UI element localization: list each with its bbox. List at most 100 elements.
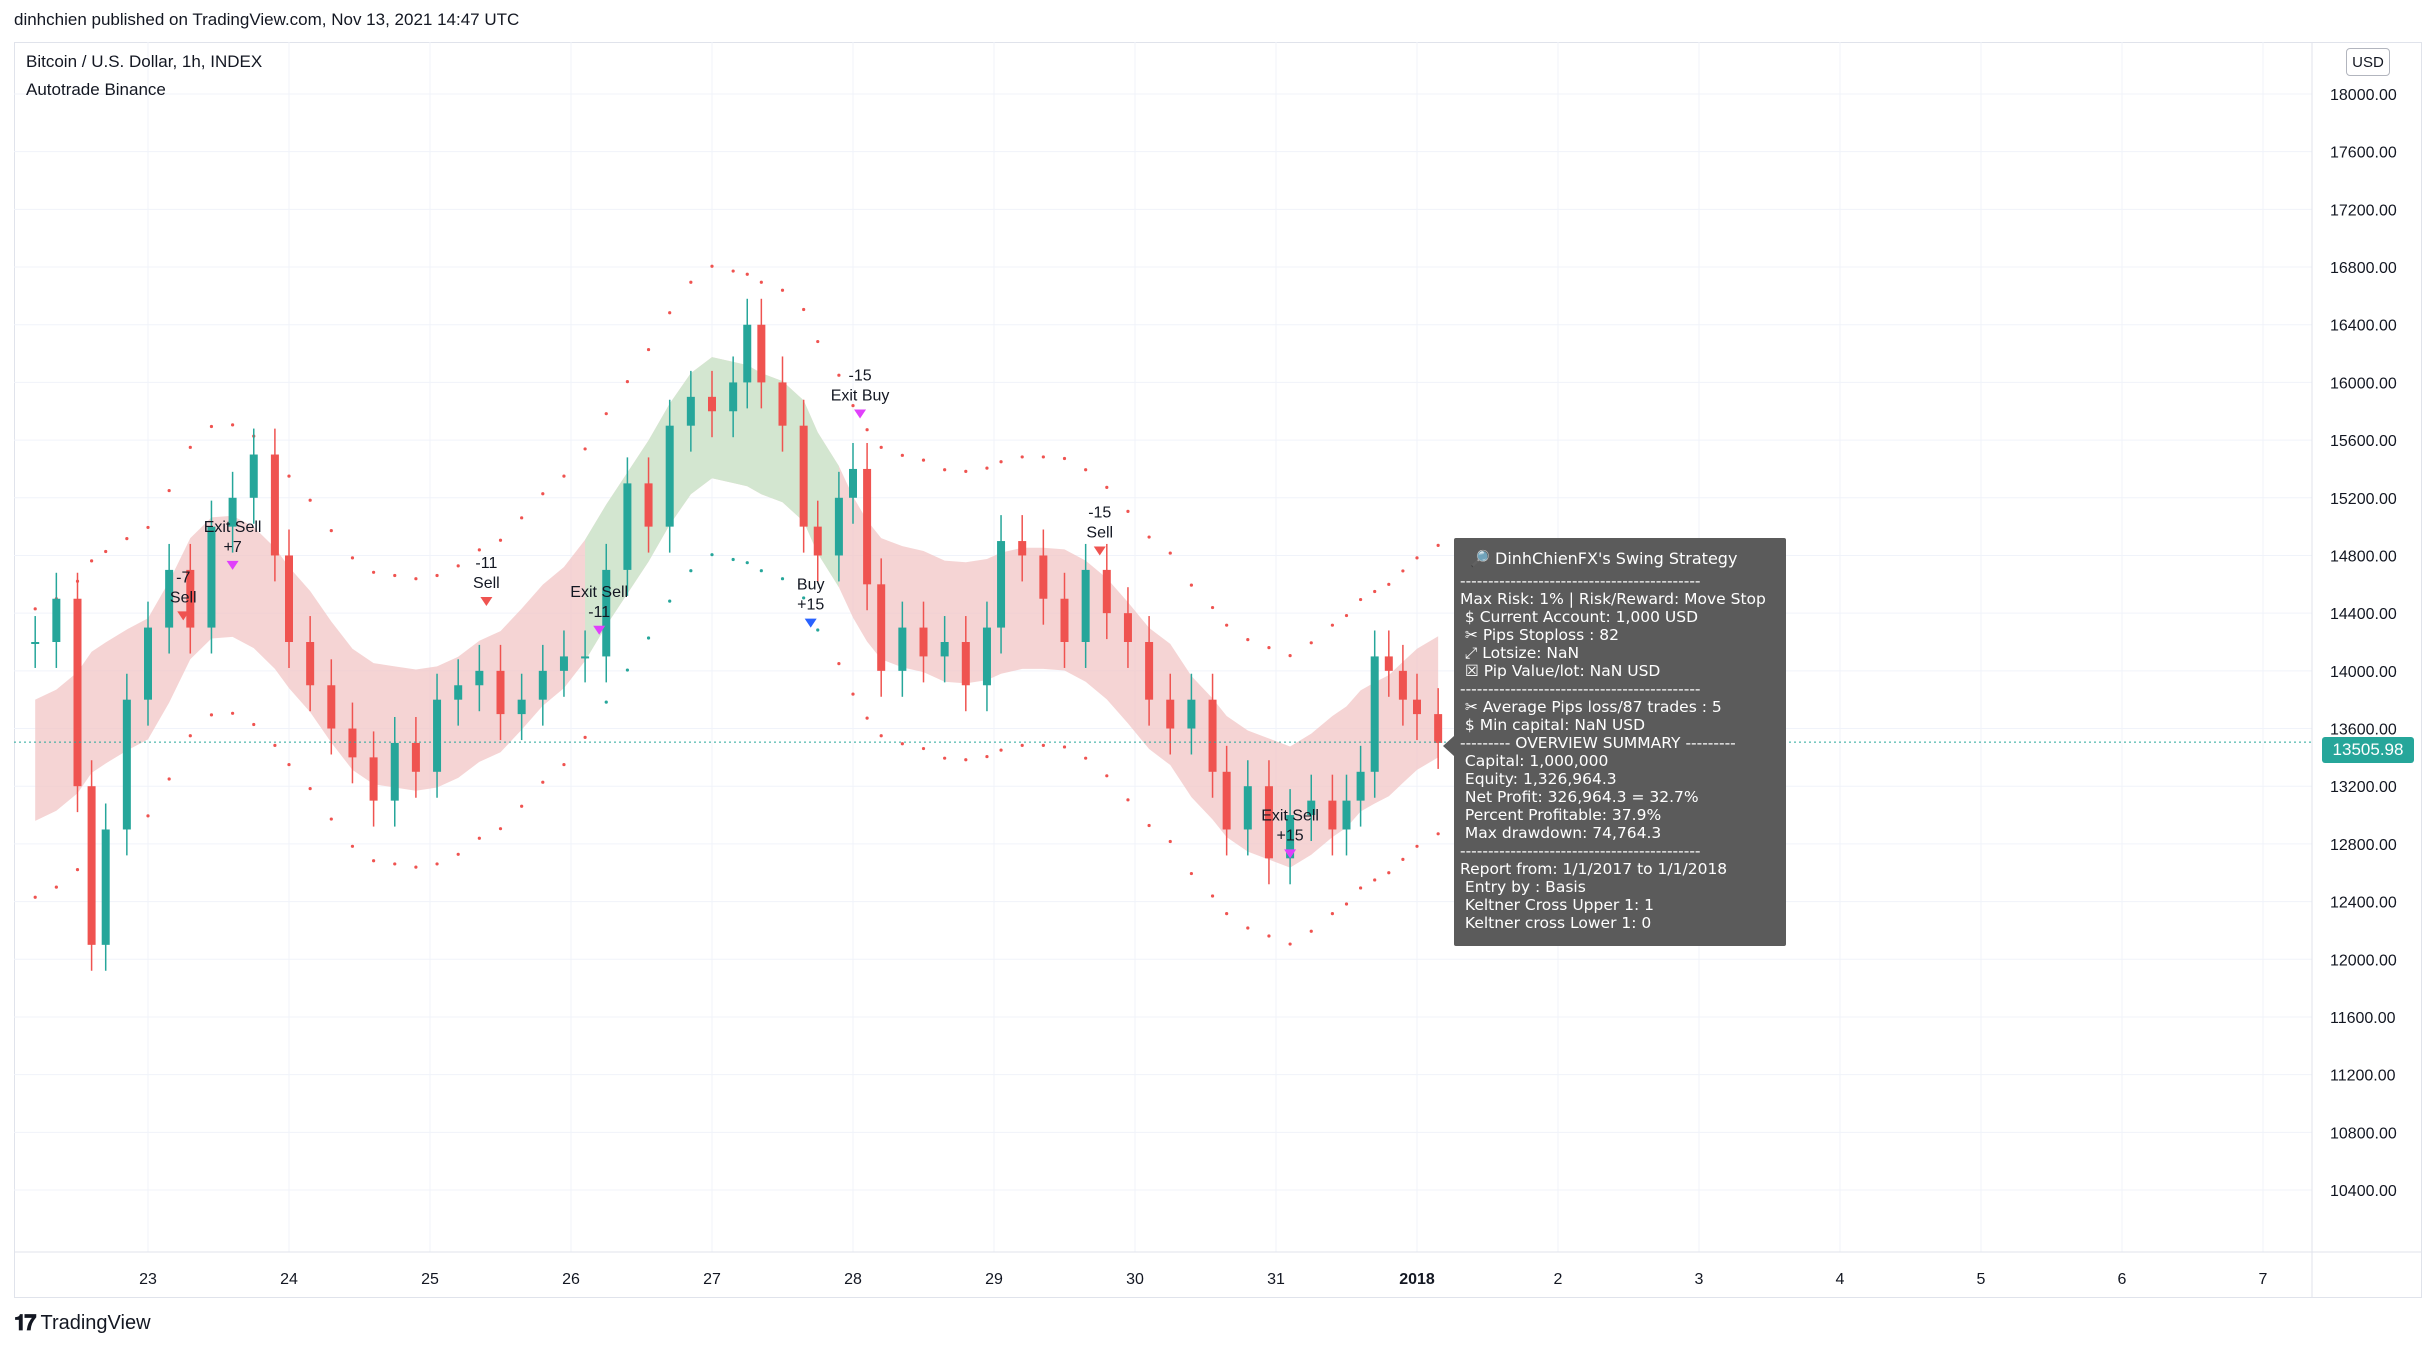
upper-envelope-dot	[943, 468, 947, 472]
candle-body	[306, 642, 315, 686]
upper-envelope-dot	[1105, 485, 1109, 489]
trade-label: Exit Sell	[1261, 807, 1319, 824]
lower-envelope-dot	[1126, 798, 1130, 802]
stats-line: Max Risk: 1% | Risk/Reward: Move Stop	[1460, 590, 1766, 608]
trade-label: Exit Buy	[831, 387, 890, 404]
upper-envelope-dot	[1330, 623, 1334, 627]
candle-body	[327, 685, 336, 729]
upper-envelope-dot	[1309, 641, 1313, 645]
currency-badge[interactable]: USD	[2346, 48, 2390, 76]
stats-line: ⤢ Lotsize: NaN	[1460, 644, 1580, 662]
lower-envelope-dot	[372, 859, 376, 863]
lower-envelope-dot	[541, 780, 545, 784]
chart-frame[interactable]	[14, 42, 2422, 1298]
stats-line: ----------------------------------------…	[1460, 842, 1701, 860]
candle-body	[559, 656, 568, 671]
lower-envelope-dot	[1105, 774, 1109, 778]
y-tick-label: 11200.00	[2330, 1068, 2396, 1085]
lower-envelope-dot	[1041, 743, 1045, 747]
trade-label: +7	[223, 539, 241, 556]
candle-body	[369, 757, 378, 801]
stats-line: Report from: 1/1/2017 to 1/1/2018	[1460, 860, 1728, 878]
lower-envelope-dot	[498, 827, 503, 831]
tradingview-logo[interactable]: 𝟏𝟕 TradingView	[14, 1310, 151, 1336]
candle-body	[52, 598, 61, 642]
candle-body	[919, 627, 928, 657]
x-tick-label: 28	[844, 1271, 862, 1288]
y-tick-label: 13600.00	[2330, 722, 2397, 739]
candle-body	[249, 454, 258, 498]
lower-envelope-dot	[54, 885, 58, 889]
lower-envelope-dot	[1147, 823, 1151, 828]
x-tick-label: 3	[1695, 1271, 1704, 1288]
upper-envelope-dot	[1436, 543, 1440, 547]
trade-arrow-icon	[1284, 849, 1297, 859]
stats-line: ✂ Pips Stoploss : 82	[1460, 626, 1619, 644]
upper-envelope-dot	[1246, 637, 1250, 642]
upper-envelope-dot	[350, 556, 355, 560]
stats-line: Capital: 1,000,000	[1460, 752, 1609, 770]
stats-line: Max drawdown: 74,764.3	[1460, 824, 1662, 842]
candle-body	[122, 699, 131, 830]
candle-body	[1370, 656, 1379, 772]
lower-envelope-dot	[33, 895, 37, 899]
upper-envelope-dot	[759, 280, 763, 284]
lower-envelope-dot	[710, 553, 714, 557]
lower-envelope-dot	[943, 756, 947, 760]
publisher-line: dinhchien published on TradingView.com, …	[14, 10, 520, 29]
upper-envelope-dot	[520, 516, 524, 520]
upper-envelope-dot	[435, 573, 439, 578]
lower-envelope-dot	[562, 762, 566, 767]
lower-envelope-dot	[985, 754, 989, 759]
stats-line: $ Min capital: NaN USD	[1460, 716, 1646, 734]
candle-body	[411, 742, 420, 772]
x-tick-label: 30	[1126, 1271, 1144, 1288]
chart-title: Bitcoin / U.S. Dollar, 1h, INDEX	[26, 52, 263, 71]
candle-body	[644, 483, 653, 527]
trade-label: -7	[176, 569, 190, 586]
stats-line: ✂ Average Pips loss/87 trades : 5	[1460, 698, 1722, 716]
lower-envelope-dot	[999, 748, 1003, 752]
trade-label: -11	[588, 604, 610, 621]
upper-envelope-dot	[921, 458, 926, 462]
lower-envelope-dot	[456, 852, 460, 856]
lower-envelope-dot	[837, 662, 841, 666]
candle-body	[1145, 642, 1154, 700]
candle-body	[1208, 699, 1217, 772]
upper-envelope-dot	[209, 424, 214, 429]
lower-envelope-dot	[1225, 911, 1229, 916]
lower-envelope-dot	[1062, 745, 1067, 749]
lower-envelope-dot	[731, 557, 735, 562]
stats-line: Percent Profitable: 37.9%	[1460, 806, 1662, 824]
candle-body	[186, 569, 195, 628]
lower-envelope-dot	[414, 865, 418, 869]
lower-envelope-dot	[1288, 942, 1292, 946]
lower-envelope-dot	[865, 716, 869, 720]
candle-body	[1039, 555, 1048, 599]
candle-body	[898, 627, 907, 671]
lower-envelope-dot	[689, 569, 693, 573]
candle-body	[708, 396, 716, 412]
candle-body	[285, 555, 293, 642]
trade-arrow-icon	[226, 560, 239, 570]
candle-body	[1187, 699, 1196, 729]
upper-envelope-dot	[231, 423, 235, 427]
x-tick-label: 6	[2118, 1271, 2127, 1288]
keltner-band-up	[585, 357, 839, 661]
lower-envelope-dot	[350, 844, 355, 848]
lower-envelope-dot	[1084, 756, 1088, 760]
x-tick-label: 2018	[1399, 1271, 1435, 1288]
lower-envelope-dot	[287, 762, 291, 767]
candle-body	[778, 382, 787, 426]
candle-body	[1081, 569, 1090, 642]
upper-envelope-dot	[1373, 589, 1377, 594]
lower-envelope-dot	[1189, 871, 1193, 876]
y-tick-label: 14000.00	[2330, 664, 2397, 681]
x-tick-label: 29	[985, 1271, 1003, 1288]
upper-envelope-dot	[1084, 468, 1088, 472]
candle-body	[1356, 771, 1365, 801]
lower-envelope-dot	[900, 742, 904, 746]
indicator-name[interactable]: Autotrade Binance	[26, 80, 166, 99]
candle-body	[1102, 569, 1111, 614]
